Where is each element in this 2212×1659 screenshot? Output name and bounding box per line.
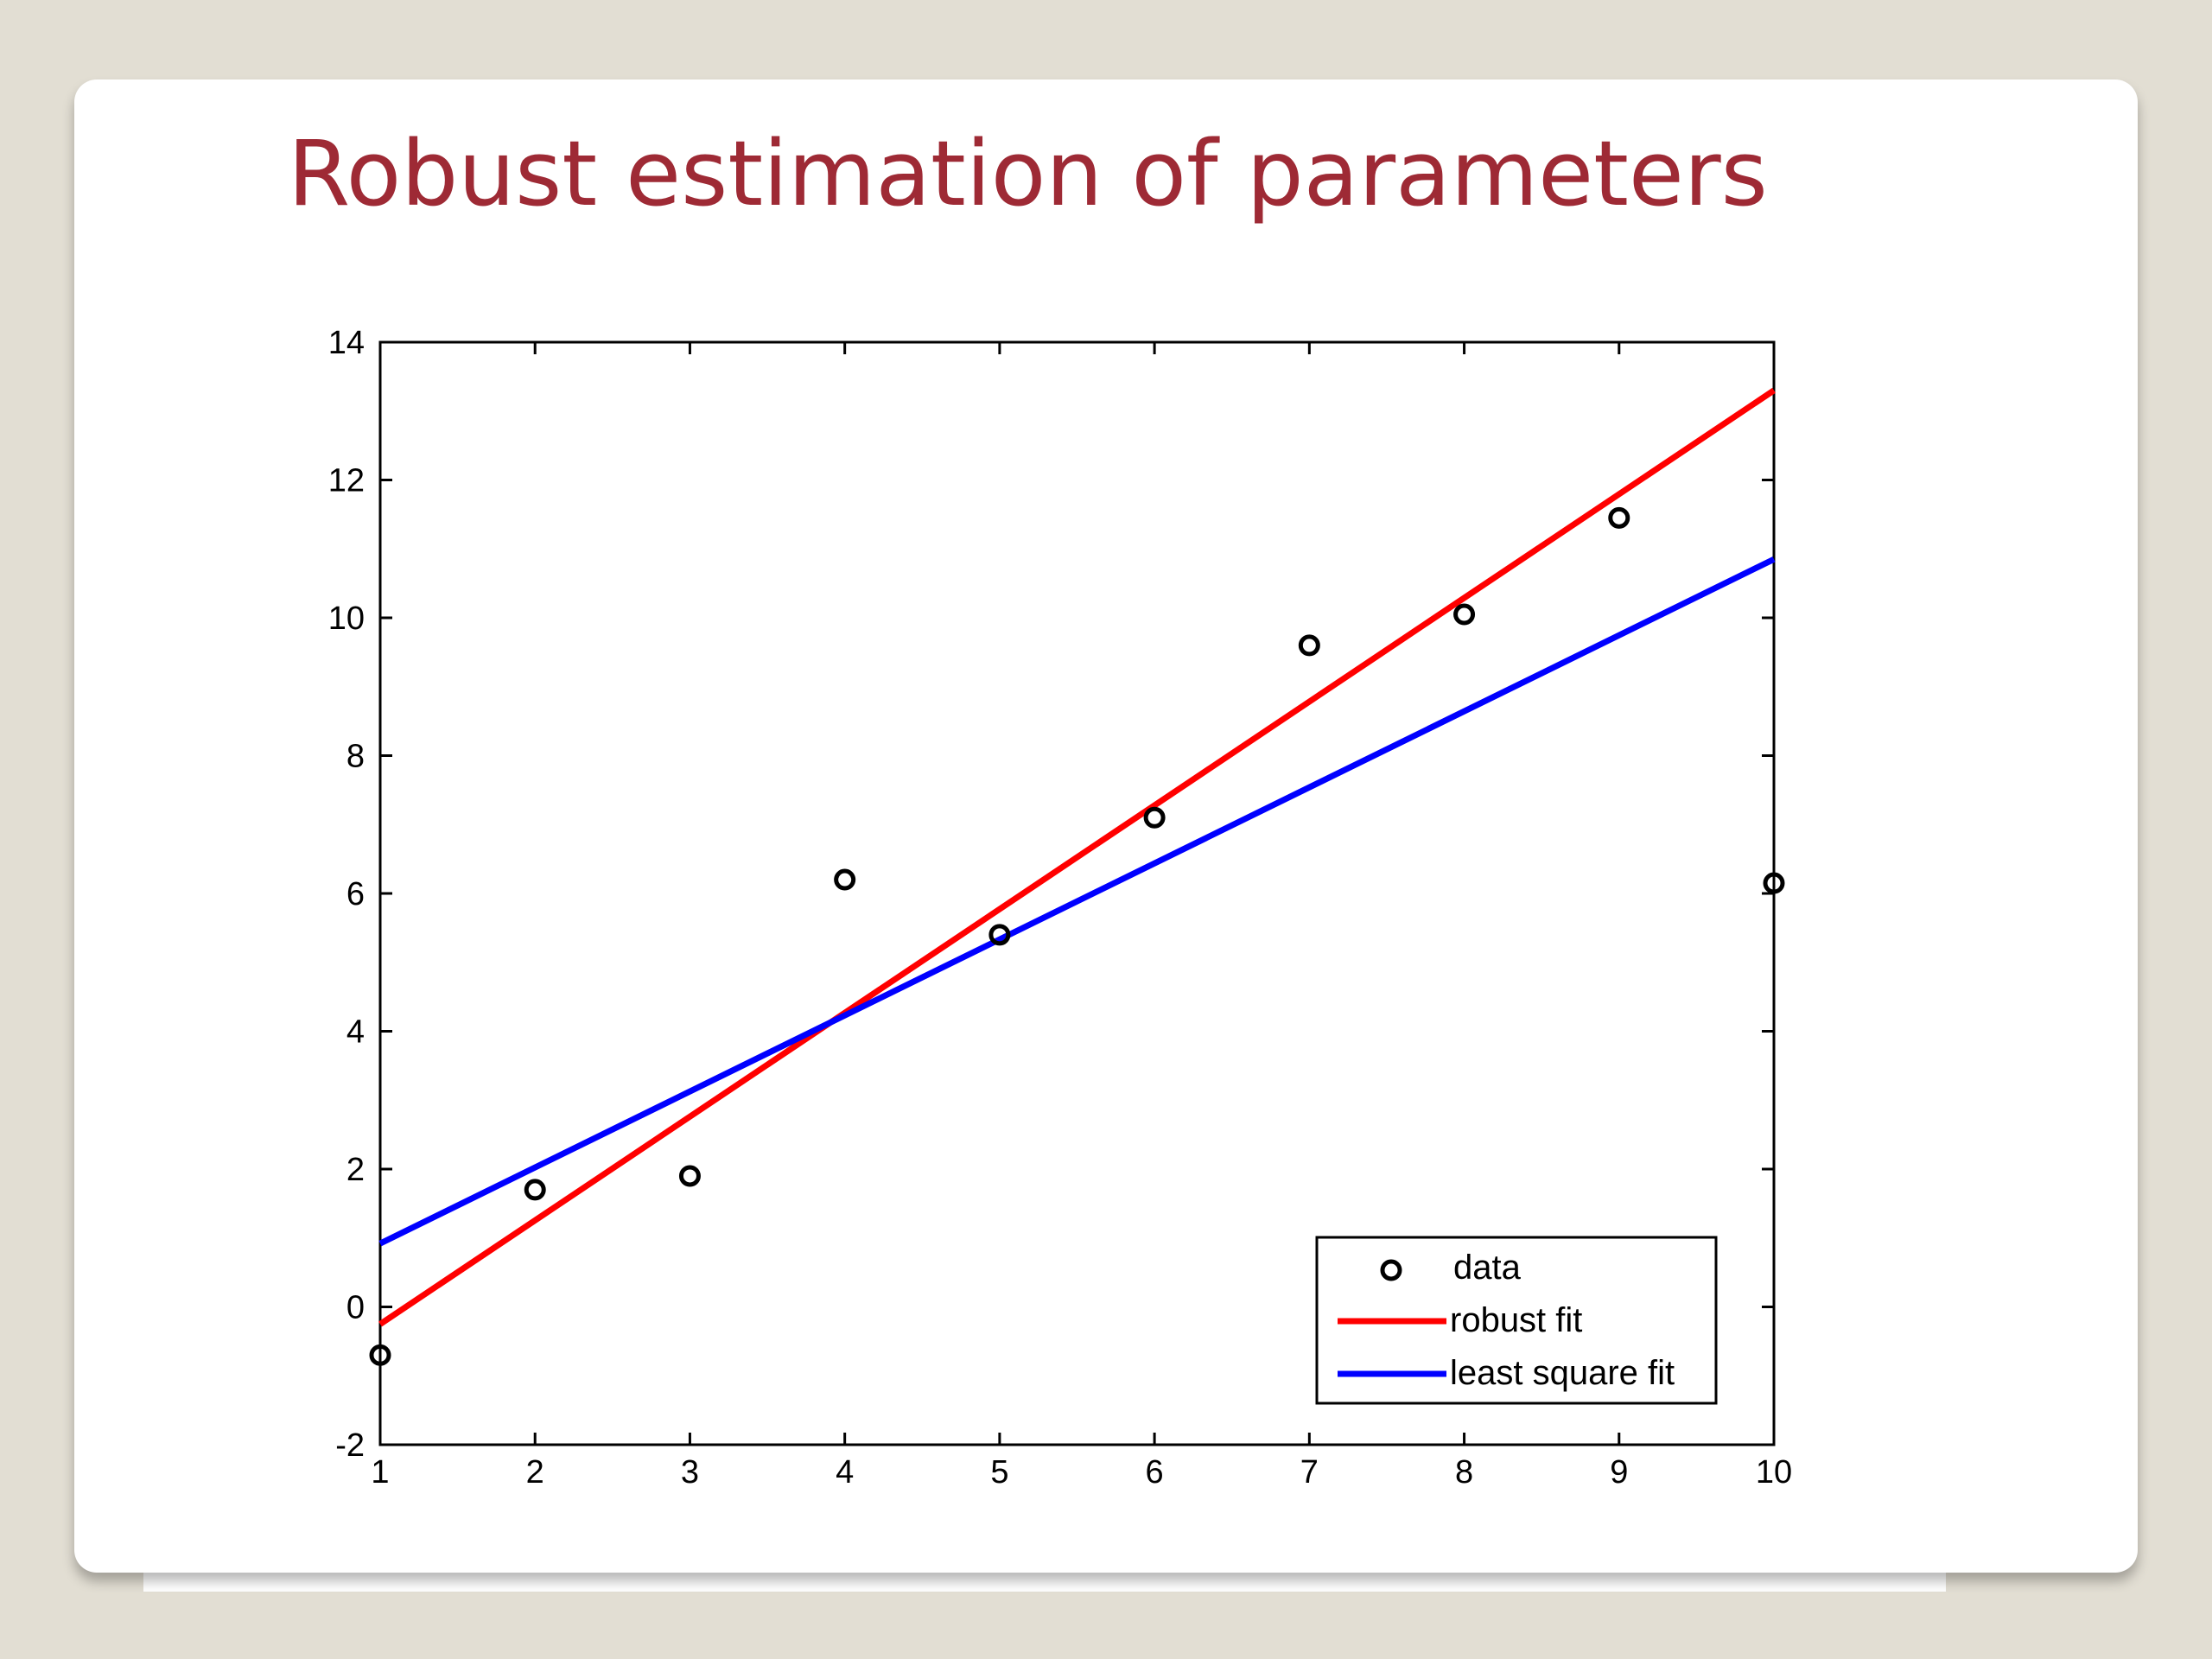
x-tick-label: 7 — [1300, 1454, 1319, 1491]
data-point — [988, 924, 1011, 946]
legend-label-robust-fit: robust fit — [1450, 1301, 1582, 1339]
y-tick-label: 2 — [346, 1152, 365, 1188]
y-tick-label: 14 — [328, 325, 365, 361]
series-line-robust-fit — [378, 387, 1776, 1327]
legend-label-data: data — [1453, 1249, 1522, 1287]
data-point — [524, 1179, 546, 1201]
slide-title: Robust estimation of parameters — [288, 121, 1768, 226]
x-tick-label: 8 — [1455, 1454, 1473, 1491]
data-point — [1453, 603, 1476, 626]
legend-marker-data — [1380, 1259, 1402, 1281]
data-point — [678, 1165, 701, 1187]
y-tick-label: -2 — [335, 1427, 365, 1464]
y-tick-label: 8 — [346, 739, 365, 775]
data-point — [834, 868, 856, 891]
y-tick-label: 6 — [346, 876, 365, 912]
x-tick-label: 6 — [1146, 1454, 1164, 1491]
y-tick-label: 4 — [346, 1014, 365, 1051]
data-point — [369, 1344, 391, 1366]
x-tick-label: 5 — [990, 1454, 1008, 1491]
x-tick-label: 4 — [836, 1454, 854, 1491]
y-tick-label: 10 — [328, 601, 365, 637]
legend-label-least-square-fit: least square fit — [1450, 1354, 1675, 1392]
legend: data robust fit least square fit — [1315, 1236, 1718, 1405]
x-tick-label: 2 — [526, 1454, 544, 1491]
x-tick-label: 3 — [681, 1454, 699, 1491]
x-tick-label: 10 — [1756, 1454, 1792, 1491]
x-tick-label: 1 — [371, 1454, 389, 1491]
y-tick-label: 12 — [328, 463, 365, 499]
data-point — [1608, 506, 1630, 529]
x-tick-label: 9 — [1610, 1454, 1628, 1491]
y-tick-label: 0 — [346, 1290, 365, 1326]
data-point — [1298, 634, 1320, 657]
data-point — [1143, 806, 1166, 829]
data-point — [1763, 872, 1785, 894]
series-line-least-square-fit — [378, 556, 1776, 1247]
